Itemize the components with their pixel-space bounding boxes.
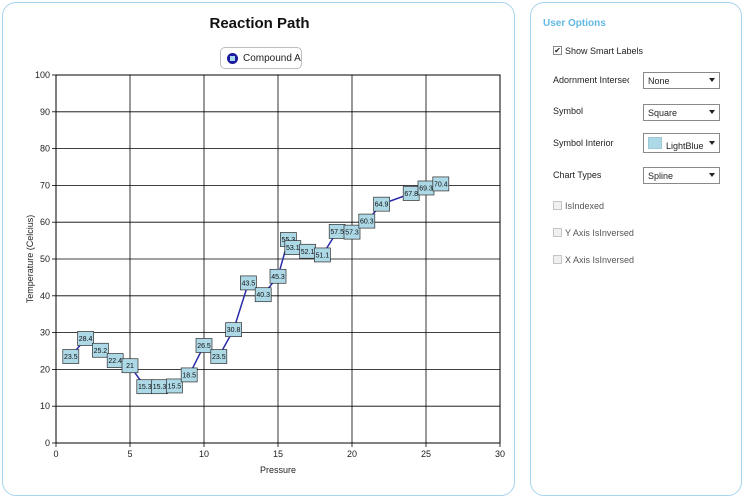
chevron-down-icon <box>709 141 715 145</box>
data-label: 28.4 <box>79 336 93 343</box>
data-label: 23.5 <box>212 354 226 361</box>
y-tick-label: 0 <box>45 438 50 448</box>
data-label: 51.1 <box>316 252 330 259</box>
chart-title: Reaction Path <box>209 15 310 32</box>
symbol-interior-label: Symbol Interior <box>553 138 614 148</box>
x-axis-inversed-checkbox[interactable] <box>553 255 562 264</box>
x-tick-label: 20 <box>347 449 357 459</box>
y-tick-label: 60 <box>40 217 50 227</box>
adornment-select[interactable]: None <box>643 72 720 89</box>
y-tick-label: 50 <box>40 254 50 264</box>
y-tick-label: 100 <box>35 70 50 80</box>
data-label: 57.5 <box>330 229 344 236</box>
is-indexed-checkbox[interactable] <box>553 201 562 210</box>
data-label: 15.5 <box>168 383 182 390</box>
data-label: 23.5 <box>64 354 78 361</box>
data-label: 60.3 <box>360 219 374 226</box>
data-label: 22.4 <box>108 358 122 365</box>
data-label: 18.5 <box>182 372 196 379</box>
x-tick-label: 0 <box>53 449 58 459</box>
data-point-marker <box>269 268 287 284</box>
data-label: 26.5 <box>197 343 211 350</box>
data-point-marker <box>62 349 80 364</box>
data-point-marker <box>166 378 183 394</box>
x-tick-label: 30 <box>495 449 505 459</box>
chevron-down-icon <box>709 110 715 114</box>
chart-panel: Reaction Path Compound A 0 10 20 30 40 50 60 70… <box>2 2 515 496</box>
data-point-marker <box>254 287 272 303</box>
show-smart-labels-label: Show Smart Labels <box>565 46 644 56</box>
data-point-marker <box>77 331 94 346</box>
data-point-marker <box>225 322 242 338</box>
data-label: 53.1 <box>286 245 300 252</box>
color-swatch <box>648 137 662 149</box>
y-tick-label: 40 <box>40 291 50 301</box>
data-point-marker <box>121 358 139 374</box>
data-label: 25.2 <box>94 348 108 355</box>
data-label: 57.3 <box>345 230 359 237</box>
legend-item-compound-a[interactable]: Compound A <box>220 47 302 69</box>
chart-plot: 0 10 20 30 40 50 60 70 80 90 100 0 5 10 15 20 25 30 Pressu… <box>25 70 505 475</box>
y-tick-label: 90 <box>40 107 50 117</box>
x-tick-label: 10 <box>199 449 209 459</box>
y-tick-label: 20 <box>40 364 50 374</box>
chart-types-label: Chart Types <box>553 170 602 180</box>
data-point-marker <box>92 342 109 358</box>
data-point-marker <box>343 224 361 240</box>
data-label: 43.5 <box>242 280 256 287</box>
symbol-interior-select[interactable]: LightBlue <box>643 133 720 153</box>
x-tick-label: 15 <box>273 449 283 459</box>
data-label: 15.3 <box>138 384 152 391</box>
symbol-interior-value: LightBlue <box>666 141 704 151</box>
show-smart-labels-checkbox[interactable]: ✔ <box>553 46 562 55</box>
data-label: 30.8 <box>227 327 241 334</box>
adornment-label: Adornment Intersec <box>553 75 629 85</box>
data-label: 15.3 <box>153 384 167 391</box>
y-tick-label: 30 <box>40 328 50 338</box>
x-axis-inversed-label: X Axis IsInversed <box>565 255 635 265</box>
data-point-marker <box>432 176 450 192</box>
data-label: 67.8 <box>404 191 418 198</box>
options-title: User Options <box>543 18 606 29</box>
data-label: 40.3 <box>256 292 270 299</box>
data-label: 21 <box>126 363 134 370</box>
chevron-down-icon <box>709 173 715 177</box>
data-point-marker <box>180 367 198 383</box>
x-axis-label: Pressure <box>260 465 296 475</box>
x-tick-label: 5 <box>127 449 132 459</box>
x-tick-label: 25 <box>421 449 431 459</box>
chart-types-select-value: Spline <box>648 170 674 181</box>
symbol-select-value: Square <box>648 107 678 118</box>
legend-marker-icon <box>227 52 238 64</box>
y-tick-label: 10 <box>40 401 50 411</box>
symbol-select[interactable]: Square <box>643 104 720 121</box>
data-label: 70.4 <box>434 181 448 188</box>
y-axis-label: Temperature (Celcius) <box>25 215 35 304</box>
legend-label: Compound A <box>243 52 301 64</box>
adornment-select-value: None <box>648 75 670 86</box>
data-label: 69.3 <box>419 185 433 192</box>
y-axis-inversed-checkbox[interactable] <box>553 228 562 237</box>
symbol-label: Symbol <box>553 106 584 116</box>
is-indexed-label: IsIndexed <box>565 201 605 211</box>
data-point-marker <box>195 338 213 353</box>
y-axis-inversed-label: Y Axis IsInversed <box>565 228 634 238</box>
plot-area-border <box>55 74 501 444</box>
chart-types-select[interactable]: Spline <box>643 167 720 184</box>
data-point-marker <box>358 213 376 229</box>
data-label: 45.3 <box>271 274 285 281</box>
data-point-marker <box>373 196 390 212</box>
chevron-down-icon <box>709 78 715 82</box>
data-point-marker <box>240 275 257 291</box>
y-tick-label: 80 <box>40 144 50 154</box>
y-tick-label: 70 <box>40 180 50 190</box>
data-label: 64.9 <box>375 202 389 209</box>
data-point-marker <box>210 349 228 364</box>
data-label: 52.1 <box>301 249 315 256</box>
data-point-marker <box>314 247 331 263</box>
